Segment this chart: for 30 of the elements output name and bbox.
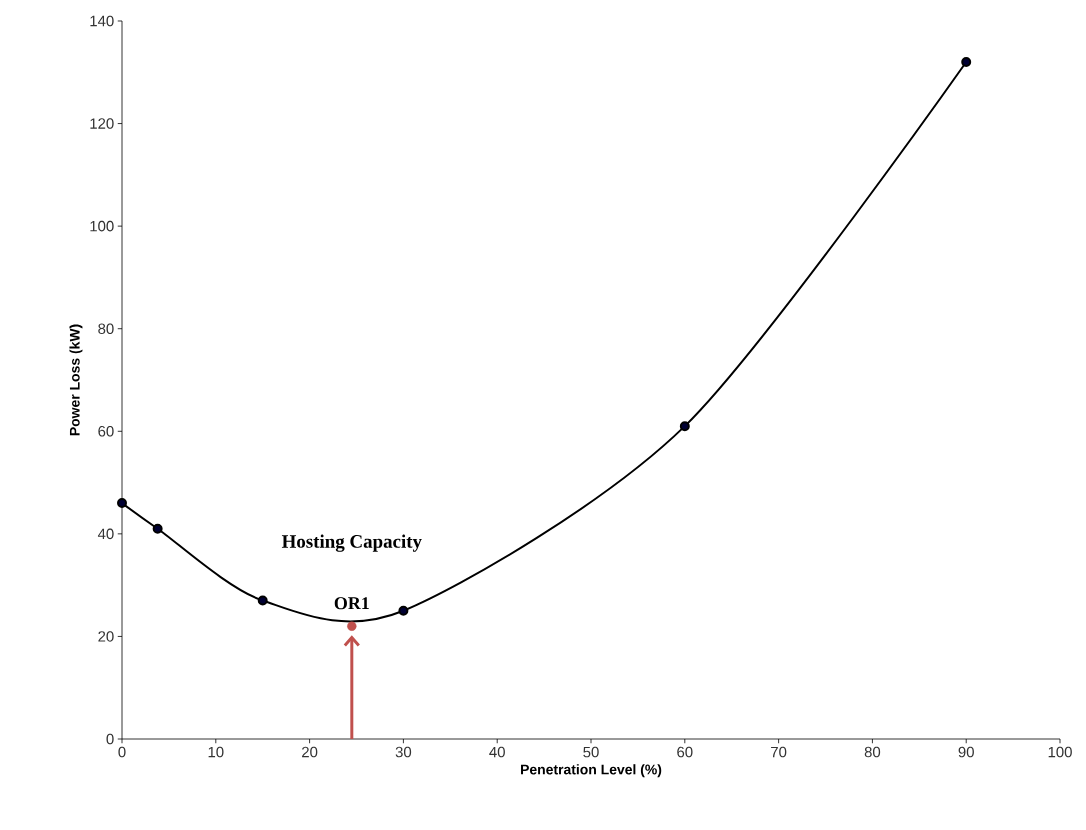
x-tick-label: 60 [677,746,693,758]
annotation: OR1 [334,597,369,610]
y-tick-label: 0 [106,733,114,745]
x-tick-label: 90 [958,746,974,758]
annotation: Hosting Capacity [281,534,422,552]
x-tick-label: 80 [864,746,881,758]
x-tick-label: 30 [395,746,412,758]
y-tick-label: 20 [98,631,114,642]
x-tick-label: 20 [302,746,318,758]
y-tick-label: 80 [98,323,114,334]
x-tick-label: 10 [208,746,224,758]
point [961,57,972,67]
x-tick-label: 40 [489,746,505,758]
point [398,605,409,616]
x-tick-label: 0 [118,746,126,758]
point [257,595,268,606]
y-tick-label: 120 [90,118,114,129]
y-tick-label: 100 [90,220,114,232]
y-tick-label: 60 [98,425,114,437]
x-tick-label: 50 [583,746,599,758]
point [152,523,163,534]
point [679,421,690,432]
y-axis-title: Power Loss (kW) [69,324,83,436]
x-tick-label: 100 [1048,746,1072,758]
point [347,621,357,631]
x-axis-title: Penetration Level (%) [521,764,662,778]
x-tick-label: 70 [771,746,787,758]
y-tick-label: 140 [90,15,114,27]
y-tick-label: 40 [97,528,114,540]
point [117,498,127,509]
